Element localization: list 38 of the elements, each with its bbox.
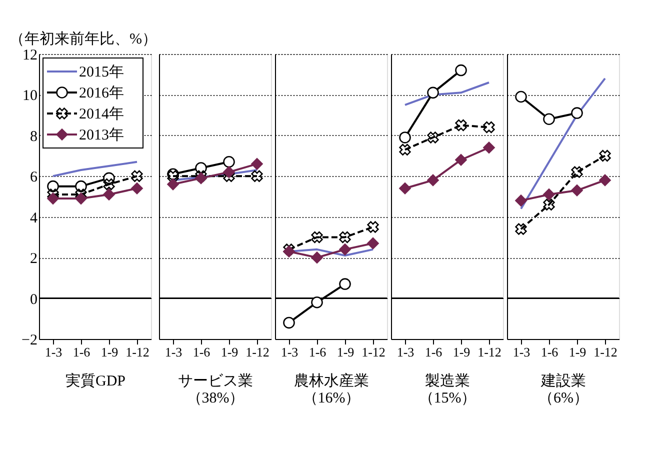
x-tick-label: 1-6 xyxy=(72,344,91,360)
legend-label: 2016年 xyxy=(79,84,124,102)
x-tick-label: 1-12 xyxy=(594,344,618,360)
x-axis-title: サービス業（38%） xyxy=(178,372,253,406)
x-tick-label: 1-3 xyxy=(44,344,62,360)
x-tick-label: 1-9 xyxy=(452,344,470,360)
x-tick-label: 1-6 xyxy=(424,344,443,360)
legend-label: 2015年 xyxy=(79,64,124,80)
legend-label: 2013年 xyxy=(79,126,124,144)
x-tick-label: 1-12 xyxy=(246,344,270,360)
x-axis-title: 農林水産業（16%） xyxy=(294,372,369,406)
x-tick-label: 1-6 xyxy=(308,344,327,360)
x-tick-label: 1-9 xyxy=(568,344,586,360)
x-tick-label: 1-9 xyxy=(100,344,118,360)
y-tick-label: 2 xyxy=(30,251,38,268)
x-tick-label: 1-3 xyxy=(280,344,298,360)
x-tick-label: 1-3 xyxy=(164,344,182,360)
x-tick-label: 1-9 xyxy=(336,344,354,360)
x-tick-label: 1-9 xyxy=(220,344,238,360)
y-tick-label: 8 xyxy=(30,128,38,145)
x-tick-label: 1-6 xyxy=(540,344,559,360)
y-tick-label: 0 xyxy=(30,292,38,308)
x-tick-label: 1-12 xyxy=(126,344,150,360)
x-axis-title: 建設業（6%） xyxy=(538,372,588,406)
x-tick-label: 1-3 xyxy=(396,344,414,360)
y-tick-label: 4 xyxy=(30,210,38,226)
y-tick-label: 12 xyxy=(22,48,38,64)
x-tick-label: 1-12 xyxy=(478,344,502,360)
x-axis-title: 実質GDP xyxy=(65,372,126,390)
y-tick-label: 10 xyxy=(22,88,38,104)
y-axis-title: （年初来前年比、%） xyxy=(10,30,157,48)
y-tick-label: −2 xyxy=(22,332,38,348)
x-tick-label: 1-6 xyxy=(192,344,211,360)
x-axis-title: 製造業（15%） xyxy=(418,372,476,406)
legend-label: 2014年 xyxy=(79,106,124,122)
x-tick-label: 1-12 xyxy=(362,344,386,360)
x-tick-label: 1-3 xyxy=(512,344,530,360)
y-tick-label: 6 xyxy=(30,170,38,186)
